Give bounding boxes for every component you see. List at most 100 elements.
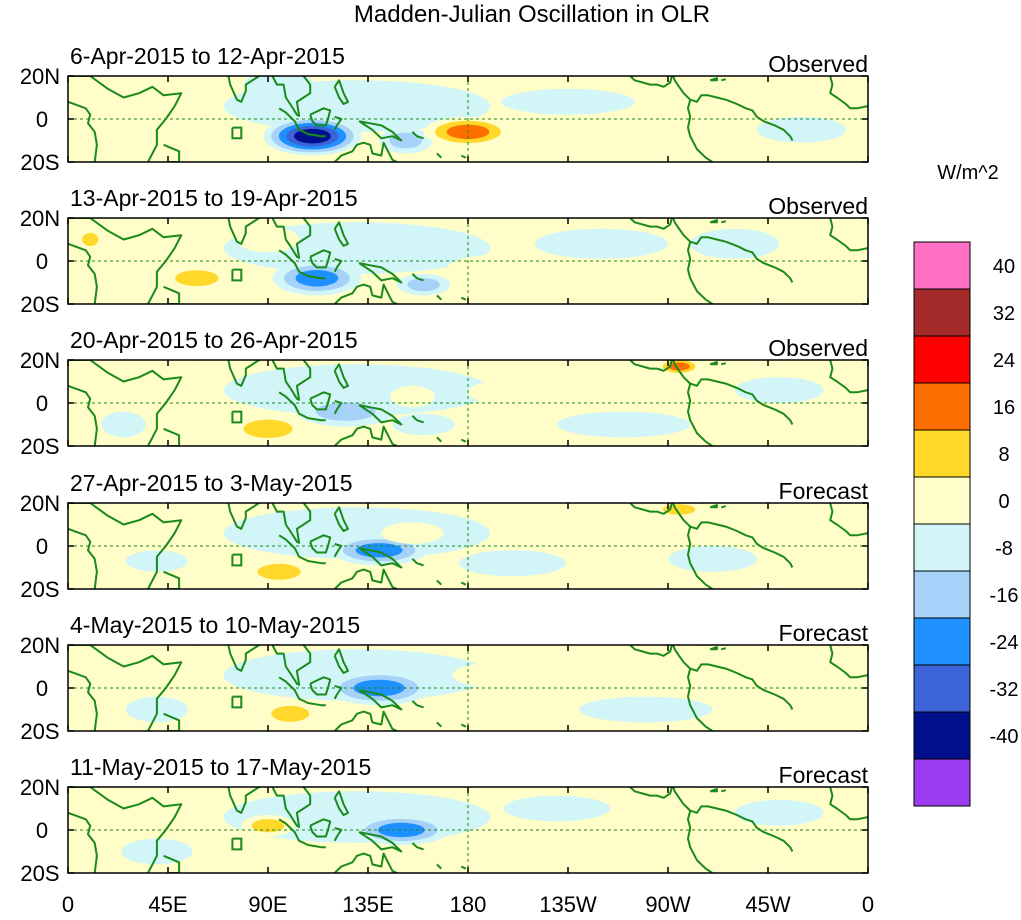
colorbar-tick-label: 40 — [993, 256, 1015, 278]
coastline — [163, 143, 181, 162]
anomaly-cell — [136, 372, 200, 399]
anomaly-cell — [501, 88, 635, 115]
coastline — [436, 721, 442, 728]
coastline — [68, 669, 98, 731]
coastline — [333, 542, 343, 558]
y-tick-label: 20N — [20, 775, 60, 800]
coastline — [192, 645, 263, 672]
coastline — [721, 362, 727, 366]
y-tick-label: 20S — [20, 719, 59, 744]
x-tick-label: 90E — [248, 892, 287, 917]
colorbar-swatch — [913, 429, 971, 478]
colorbar-tick-label: 24 — [993, 350, 1015, 372]
coastline — [278, 534, 326, 565]
coastline — [334, 283, 398, 304]
coastline — [721, 505, 727, 509]
anomaly-cell — [271, 705, 310, 722]
coastline — [271, 645, 312, 686]
anomaly-cell — [448, 254, 555, 281]
coastline — [460, 154, 467, 159]
coastline — [271, 76, 312, 117]
coastline — [629, 645, 794, 710]
y-tick-label: 20N — [20, 64, 60, 89]
coastline — [829, 787, 868, 821]
coastline — [278, 676, 326, 707]
coastline — [687, 99, 713, 162]
coastline — [68, 645, 183, 731]
anomaly-cell — [114, 804, 177, 830]
panel-2: 20N 0 20S 13-Apr-2015 to 19-Apr-2015 Observe… — [20, 185, 869, 317]
coastline — [629, 218, 794, 283]
coastline — [358, 831, 403, 853]
panel-date-range: 27-Apr-2015 to 3-May-2015 — [70, 470, 353, 496]
anomaly-cell — [141, 136, 195, 162]
anomaly-cell — [377, 822, 425, 838]
panel-date-range: 4-May-2015 to 10-May-2015 — [70, 612, 360, 638]
coastline — [68, 76, 183, 162]
coastline — [278, 249, 326, 280]
colorbar-swatch — [913, 758, 971, 807]
anomaly-cell — [503, 795, 611, 822]
panel-1: 20N 0 20S 6-Apr-2015 to 12-Apr-2015 Observed — [20, 43, 869, 175]
coastline — [460, 723, 467, 728]
coastline — [460, 438, 467, 443]
coastline — [436, 436, 442, 443]
anomaly-cell — [243, 419, 293, 438]
coastline — [68, 787, 183, 873]
anomaly-cell — [692, 127, 755, 154]
coastline — [436, 579, 442, 586]
coastline — [829, 645, 868, 679]
colorbar-tick-label: -8 — [995, 538, 1013, 560]
coastline — [278, 818, 326, 849]
anomaly-cell — [407, 278, 440, 292]
colorbar-swatch — [913, 523, 971, 572]
coastline — [68, 218, 183, 304]
coastline — [68, 503, 183, 589]
colorbar-swatch — [913, 335, 971, 384]
panel-kind-label: Forecast — [779, 478, 869, 504]
coastline — [68, 242, 98, 304]
coastline — [721, 647, 727, 651]
x-tick-label: 135E — [342, 892, 393, 917]
panel-3: 20N 0 20S 20-Apr-2015 to 26-Apr-2015 Observe… — [20, 327, 869, 459]
coastline — [333, 399, 343, 415]
index-region-box — [231, 268, 243, 282]
coastline — [334, 141, 398, 162]
coastline — [709, 361, 718, 366]
y-tick-label: 20S — [20, 861, 59, 886]
coastline — [687, 526, 713, 589]
anomaly-cell — [101, 411, 146, 438]
panel-kind-label: Forecast — [779, 620, 869, 646]
chart-title: Madden-Julian Oscillation in OLR — [354, 1, 710, 28]
coastline — [333, 79, 349, 105]
anomaly-cell — [756, 683, 846, 710]
anomaly-cell — [823, 82, 868, 113]
anomaly-cell — [381, 522, 444, 544]
coastline — [629, 787, 794, 852]
coastline — [687, 241, 713, 304]
coastline — [68, 384, 98, 446]
coastline — [411, 842, 424, 851]
coastline — [333, 568, 398, 589]
anomaly-cell — [257, 563, 301, 580]
y-tick-label: 0 — [36, 391, 48, 416]
coastline — [192, 360, 263, 387]
coastline — [358, 547, 403, 569]
coastlines — [68, 645, 868, 731]
anomaly-cell — [452, 662, 551, 688]
x-tick-label: 45E — [148, 892, 187, 917]
coastline — [687, 810, 713, 873]
coastline — [829, 503, 868, 537]
coastline — [333, 506, 349, 532]
coastline — [271, 218, 312, 259]
x-tick-label: 45W — [745, 892, 790, 917]
panel-date-range: 20-Apr-2015 to 26-Apr-2015 — [70, 327, 358, 353]
coastline — [411, 273, 424, 282]
y-tick-label: 0 — [36, 818, 48, 843]
coastline — [460, 865, 467, 870]
panel-date-range: 11-May-2015 to 17-May-2015 — [70, 754, 371, 780]
colorbar-swatch — [913, 617, 971, 666]
anomaly-cell — [501, 505, 591, 527]
anomaly-cell — [734, 799, 824, 826]
colorbar-swatch — [913, 241, 971, 290]
